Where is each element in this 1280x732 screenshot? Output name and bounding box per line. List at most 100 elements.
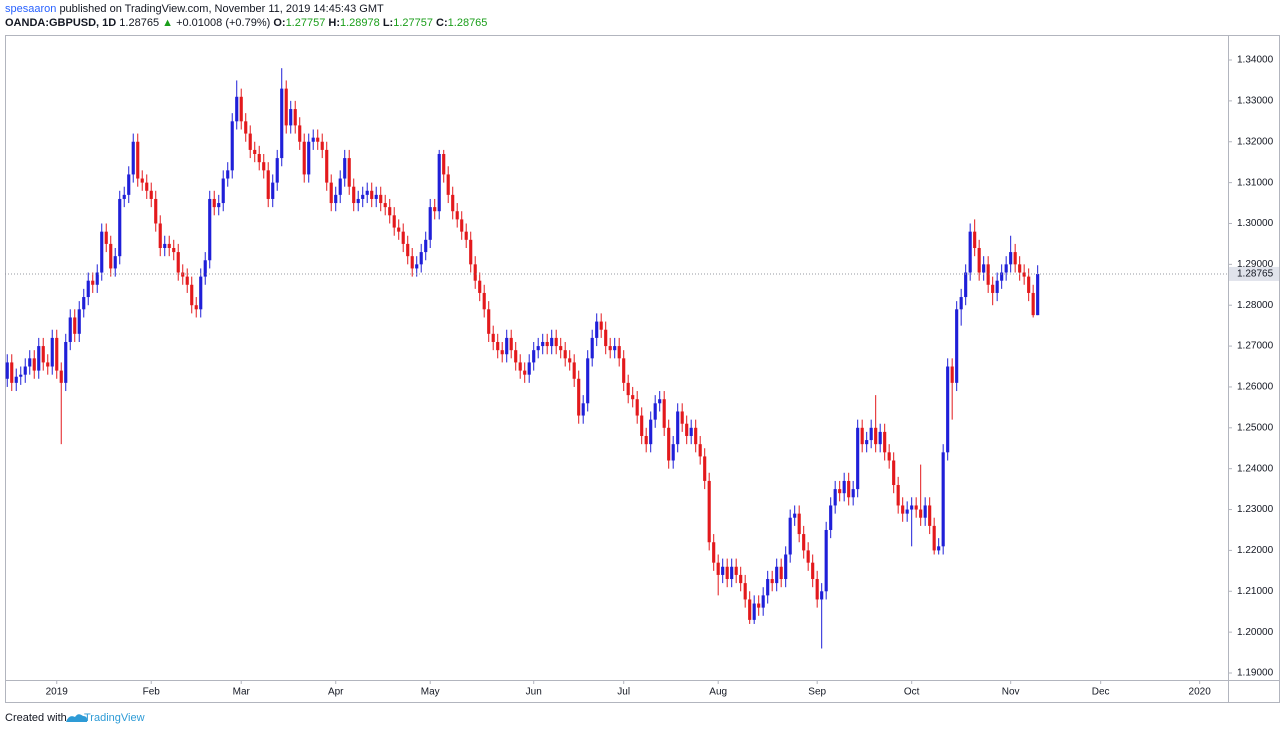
candle-body (320, 141, 324, 150)
x-tick-label: 2020 (1189, 687, 1212, 698)
candle-body (604, 329, 608, 347)
candle-body (95, 272, 99, 285)
candle-body (523, 370, 527, 375)
candle-body (104, 231, 108, 244)
candle-body (896, 485, 900, 506)
candle-body (865, 440, 869, 445)
candle-body (1031, 292, 1035, 316)
candle-body (901, 505, 905, 514)
candle-body (838, 489, 842, 494)
candle-body (10, 362, 14, 383)
candle-body (590, 337, 594, 359)
candle-body (455, 211, 459, 220)
candle-body (680, 411, 684, 424)
candle-body (811, 562, 815, 580)
candle-body (91, 280, 95, 285)
candle-body (635, 399, 639, 416)
ohlc-label: H: (328, 17, 340, 29)
candle-body (406, 243, 410, 257)
candle-body (163, 243, 167, 248)
y-tick-label: 1.31000 (1237, 177, 1274, 188)
candle-body (946, 366, 950, 453)
candle-body (293, 109, 297, 126)
change: +0.01008 (+0.79%) (176, 17, 270, 29)
candle-body (617, 346, 621, 359)
candle-body (244, 121, 248, 134)
candle-body (716, 562, 720, 575)
candle-body (361, 194, 365, 199)
y-tick-label: 1.28000 (1237, 300, 1274, 311)
candle-body (685, 423, 689, 436)
candle-body (64, 341, 68, 383)
ohlc-value: 1.27757 (393, 17, 433, 29)
candle-body (280, 88, 284, 159)
candle-body (950, 366, 954, 383)
candle-body (496, 341, 500, 351)
author: spesaaron (5, 3, 56, 15)
candle-body (1004, 264, 1008, 273)
candle-body (307, 141, 311, 175)
candle-body (973, 231, 977, 248)
candle-body (649, 419, 653, 445)
candle-body (995, 280, 999, 293)
candle-body (226, 170, 230, 179)
x-tick-label: Feb (143, 687, 161, 698)
candle-body (284, 88, 288, 126)
candle-body (289, 109, 293, 126)
candle-body (937, 546, 941, 551)
candle-body (725, 566, 729, 580)
candle-body (869, 427, 873, 441)
candle-body (388, 207, 392, 216)
candle-body (545, 341, 549, 347)
x-tick-label: Apr (328, 687, 344, 698)
candle-body (892, 460, 896, 486)
candle-body (374, 194, 378, 199)
candle-body (145, 182, 149, 191)
candle-body (257, 154, 261, 163)
candle-body (379, 194, 383, 204)
candle-body (514, 350, 518, 363)
candle-body (136, 141, 140, 179)
candle-body (487, 309, 491, 334)
x-tick-label: Oct (904, 687, 920, 698)
candle-body (482, 292, 486, 310)
candle-body (253, 149, 257, 155)
candle-body (176, 252, 180, 273)
candle-body (757, 603, 761, 608)
candle-body (154, 198, 158, 224)
candle-body (109, 243, 113, 269)
x-tick-label: 2019 (46, 687, 69, 698)
y-tick-label: 1.21000 (1237, 586, 1274, 597)
x-tick-label: Mar (233, 687, 251, 698)
candle-body (959, 297, 963, 310)
candle-body (775, 566, 779, 584)
y-tick-label: 1.29000 (1237, 259, 1274, 270)
candle-body (856, 427, 860, 490)
candle-body (28, 358, 32, 367)
candle-body (383, 203, 387, 208)
candle-body (122, 194, 126, 199)
candle-body (59, 370, 63, 383)
candle-body (766, 579, 770, 596)
candle-body (149, 190, 153, 199)
candle-body (847, 480, 851, 498)
candle-body (239, 96, 243, 122)
candle-body (982, 264, 986, 273)
quote-line: OANDA:GBPUSD, 1D 1.28765 ▲ +0.01008 (+0.… (5, 17, 487, 29)
candle-body (653, 403, 657, 420)
candle-body (68, 317, 72, 342)
candle-body (820, 591, 824, 600)
x-tick-label: Sep (808, 687, 826, 698)
candle-body (181, 272, 185, 277)
candle-body (208, 198, 212, 261)
y-tick-label: 1.19000 (1237, 668, 1274, 679)
candle-body (1013, 252, 1017, 265)
y-tick-label: 1.24000 (1237, 463, 1274, 474)
candle-body (1018, 264, 1022, 273)
y-tick-label: 1.32000 (1237, 136, 1274, 147)
candle-body (190, 284, 194, 306)
candle-body (626, 382, 630, 396)
candle-body (919, 509, 923, 518)
candle-body (1022, 272, 1026, 277)
candle-body (770, 579, 774, 584)
